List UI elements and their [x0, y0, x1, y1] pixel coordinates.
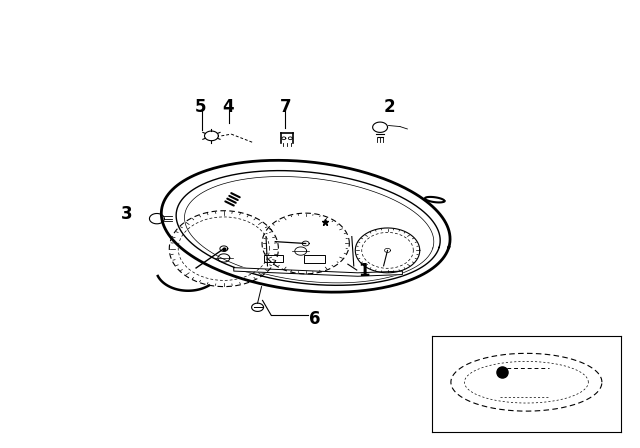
Bar [264, 254, 284, 262]
Text: 2: 2 [383, 98, 395, 116]
Text: 3: 3 [121, 205, 132, 223]
Text: 5: 5 [195, 98, 206, 116]
Text: 1: 1 [358, 262, 369, 280]
Bar [304, 255, 325, 263]
Polygon shape [234, 267, 403, 276]
Text: C0C11485: C0C11485 [468, 376, 509, 385]
Text: 6: 6 [309, 310, 321, 327]
Text: 7: 7 [280, 98, 291, 116]
Text: 4: 4 [222, 98, 234, 116]
